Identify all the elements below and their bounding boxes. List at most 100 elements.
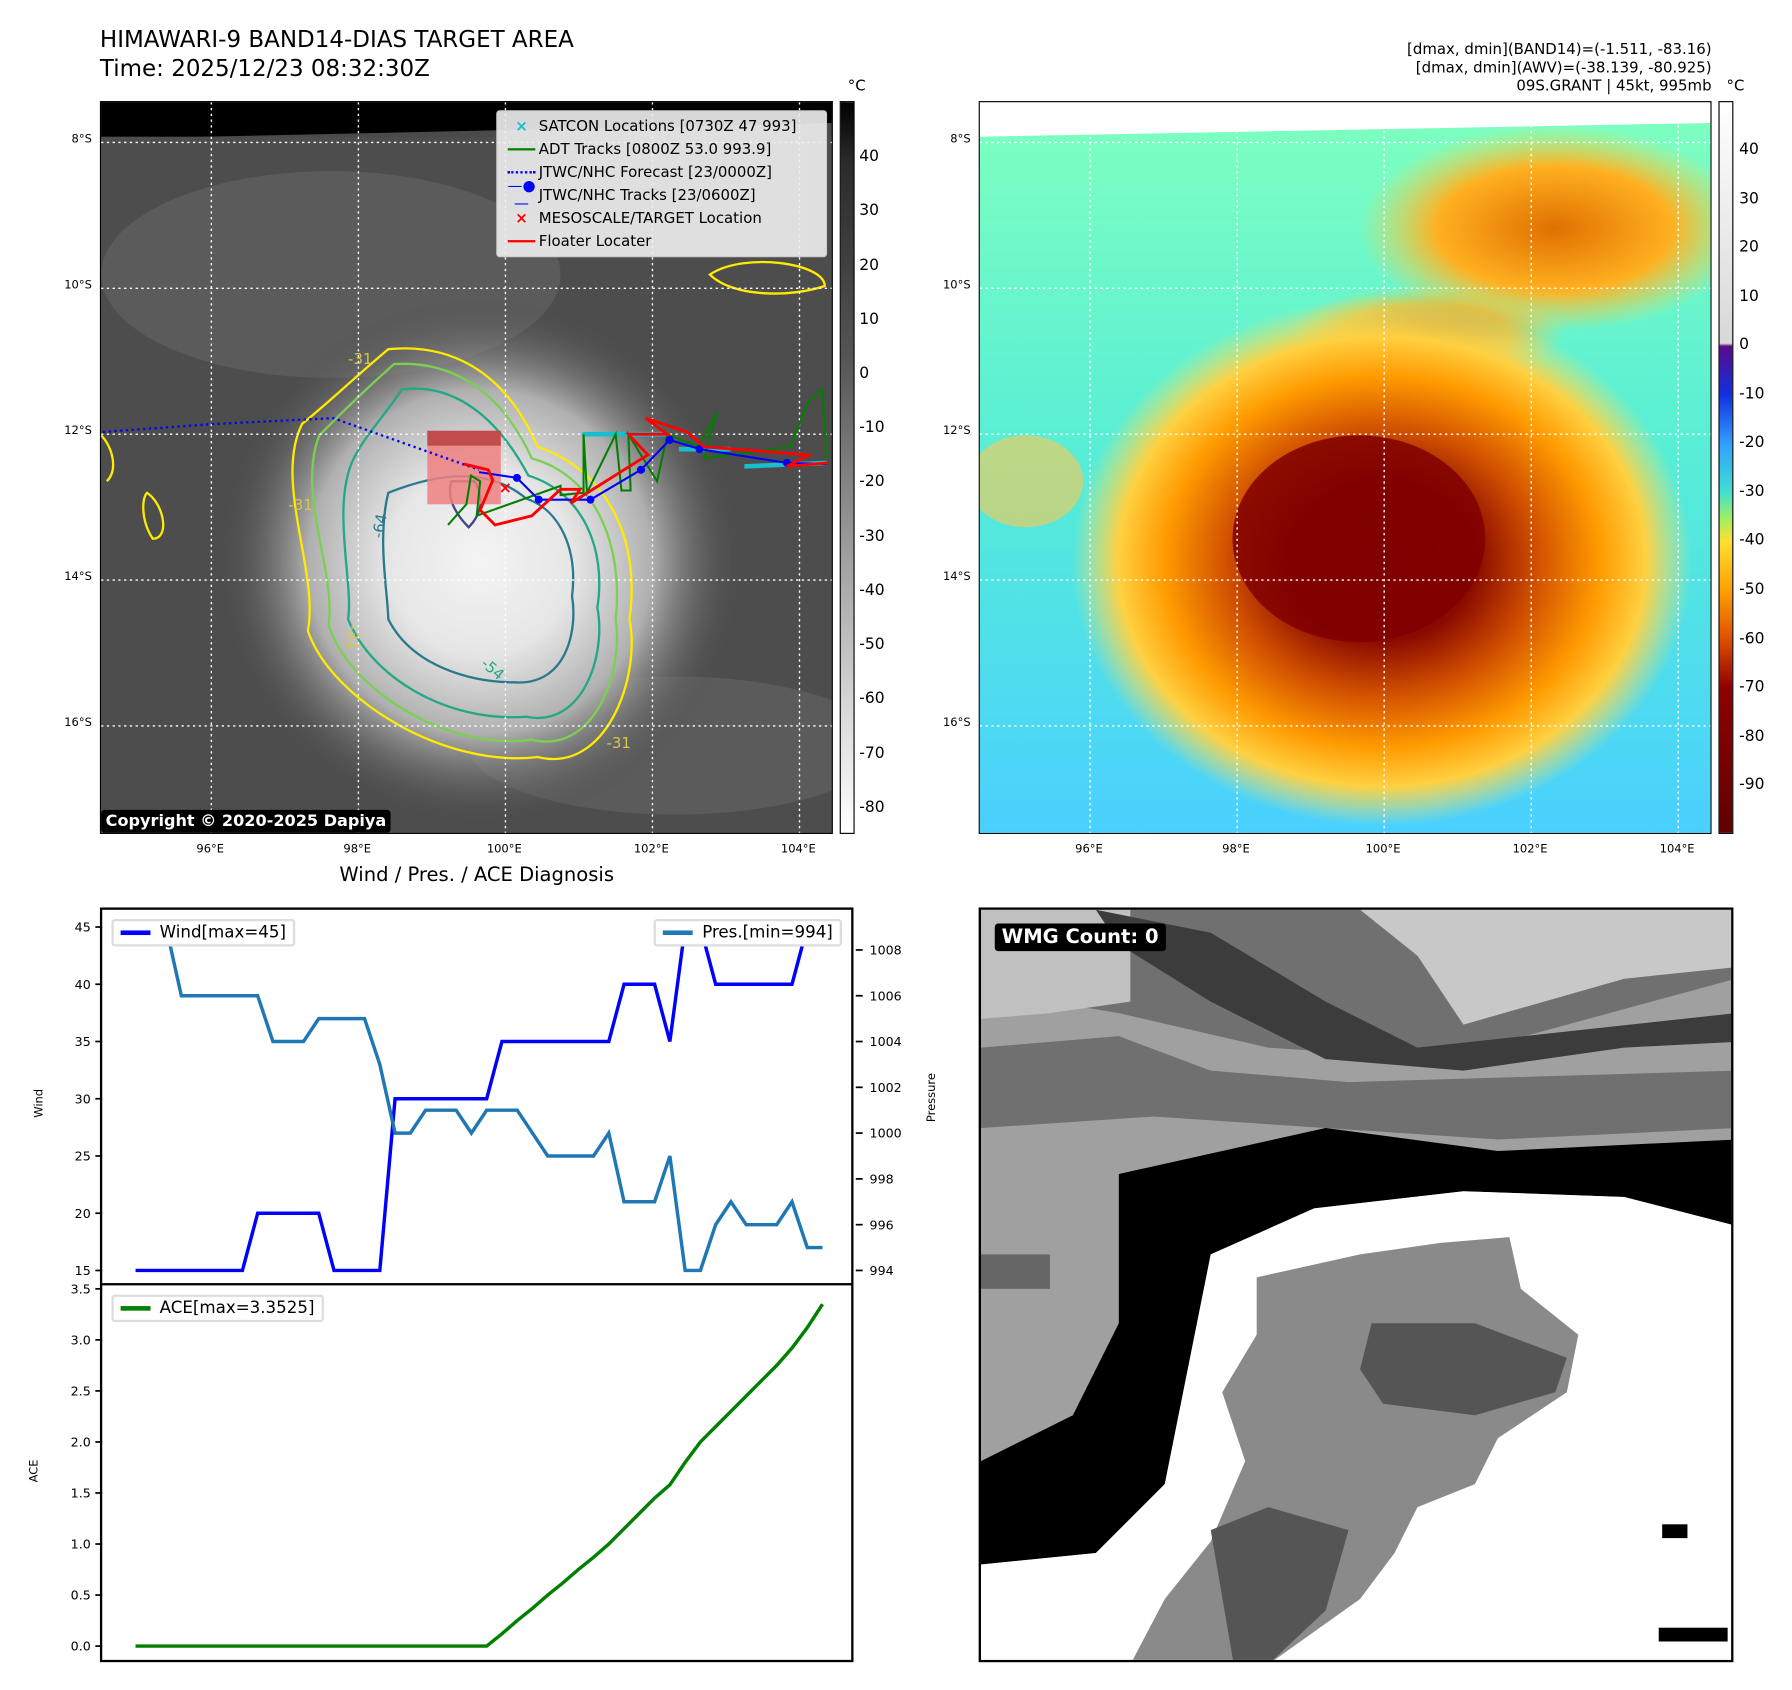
wmg-panel: WMG Count: 0: [978, 907, 1734, 1663]
legend-item-adt: ADT Tracks [0800Z 53.0 993.9]: [504, 138, 819, 161]
y-tick-label: 998: [870, 1171, 894, 1186]
band14-ir-map: -31 -31 -31 -31 -64 -54: [99, 101, 833, 834]
contour-label: -31: [348, 350, 372, 368]
map-legend: × SATCON Locations [0730Z 47 993] ADT Tra…: [496, 110, 828, 258]
y-tick-label: 3.5: [71, 1281, 91, 1296]
colorbar-tick-label: -20: [859, 472, 885, 492]
colorbar-unit: °C: [847, 78, 866, 96]
colorbar-tick-label: -40: [1739, 531, 1765, 550]
colorbar-tick-label: -10: [859, 418, 885, 437]
title-line-2: Time: 2025/12/23 08:32:30Z: [99, 53, 430, 82]
y-tick-label: 1004: [870, 1034, 902, 1049]
legend-item-jtwc-track: —●— JTWC/NHC Tracks [23/0600Z]: [504, 178, 819, 212]
legend-item-forecast: JTWC/NHC Forecast [23/0000Z]: [504, 161, 819, 184]
colorbar-tick-label: 30: [1739, 189, 1759, 208]
contour-labels: -31 -31 -31 -31 -64 -54: [288, 350, 631, 752]
y-tick-label: 1002: [870, 1080, 902, 1095]
x-marker-icon: ×: [515, 209, 528, 227]
info-storm: 09S.GRANT | 45kt, 995mb: [1516, 78, 1712, 96]
line-icon: [504, 141, 538, 158]
contour-label: -31: [607, 734, 631, 752]
storm-info: [dmax, dmin](BAND14)=(-1.511, -83.16) [d…: [1407, 41, 1712, 96]
wind-legend: Wind[max=45]: [111, 918, 296, 947]
wind-pressure-plot: 15 20 25 30 35 40 45 994 996 998 1000 1002 1004 1006 1…: [75, 920, 902, 1278]
colorbar-tick-label: -60: [859, 689, 885, 708]
y-tick-label: 1000: [870, 1126, 902, 1141]
jtwc-forecast-track: [102, 416, 480, 471]
y-tick-label: 25: [75, 1149, 91, 1164]
lon-label: 102°E: [1512, 843, 1548, 856]
colorbar-tick-label: 0: [1739, 335, 1750, 355]
colorbar-tick-label: -30: [1739, 482, 1765, 501]
colorbar-tick-label: -50: [1739, 580, 1765, 599]
line-icon: [504, 233, 538, 250]
ace-plot: 0.0 0.5 1.0 1.5 2.0 2.5 3.0 3.5: [71, 1281, 824, 1654]
ace-legend: ACE[max=3.3525]: [111, 1294, 324, 1323]
lat-label: 8°S: [950, 133, 971, 146]
y-tick-label: 30: [75, 1091, 91, 1106]
ace-axis-label: ACE: [28, 1459, 41, 1483]
colorbar-tick-label: -50: [859, 635, 885, 654]
contour-label: -31: [288, 496, 312, 514]
lon-label: 100°E: [1365, 843, 1401, 856]
wind-axis-label: Wind: [33, 1088, 47, 1118]
floater-locater-track: [463, 416, 828, 527]
lat-label: 10°S: [64, 279, 92, 292]
y-tick-label: 15: [75, 1263, 91, 1278]
lat-label: 16°S: [942, 716, 971, 730]
colorbar-tick-label: -10: [1739, 384, 1765, 403]
info-band14: [dmax, dmin](BAND14)=(-1.511, -83.16): [1407, 41, 1712, 59]
x-marker-icon: ×: [515, 117, 528, 135]
colorbar-tick-label: 20: [1739, 237, 1759, 257]
wmg-count-badge: WMG Count: 0: [994, 923, 1166, 952]
lat-label: 14°S: [942, 570, 971, 584]
legend-line-icon: [120, 1306, 151, 1311]
y-tick-label: 0.0: [71, 1639, 91, 1654]
y-tick-label: 45: [75, 920, 91, 935]
legend-item-target: × MESOSCALE/TARGET Location: [504, 207, 819, 230]
lat-label: 12°S: [942, 425, 971, 438]
lat-label: 14°S: [64, 570, 92, 584]
colorbar-tick-label: -70: [859, 743, 885, 763]
lon-label: 98°E: [1222, 843, 1250, 856]
y-tick-label: 1006: [870, 988, 902, 1003]
ace-axes: 0.0 0.5 1.0 1.5 2.0 2.5 3.0 3.5 ACE[max=3.3525]: [71, 1281, 854, 1663]
gridlines: [979, 102, 1711, 833]
jtwc-track: [478, 435, 828, 504]
colorbar-tick-label: -30: [859, 526, 885, 546]
lat-label: 8°S: [71, 133, 92, 146]
lon-label: 104°E: [1659, 843, 1695, 856]
legend-line-icon: [663, 930, 694, 936]
legend-item-floater: Floater Locater: [504, 230, 819, 253]
awv-imagery: [979, 102, 1711, 833]
awv-enhanced-map: [978, 101, 1712, 834]
y-tick-label: 35: [75, 1034, 91, 1049]
ace-series-line: [135, 1303, 824, 1648]
y-tick-label: 20: [75, 1206, 91, 1221]
colorbar-tick-label: 10: [1739, 286, 1759, 306]
target-location-marker: ×: [499, 478, 512, 497]
colorbar-tick-label: -90: [1739, 775, 1765, 795]
colorbar-tick-label: -40: [859, 581, 885, 600]
colorbar-tick-label: 40: [859, 147, 879, 166]
awv-colorbar: [1718, 101, 1734, 834]
wind-series-line: [135, 925, 823, 1273]
y-tick-label: 0.5: [71, 1588, 91, 1603]
y-tick-label: 996: [870, 1217, 894, 1232]
colorbar-tick-label: -80: [1739, 726, 1765, 746]
lat-label: 16°S: [64, 716, 92, 730]
lon-label: 104°E: [780, 843, 816, 856]
y-tick-label: 1.0: [71, 1537, 91, 1552]
pressure-series-line: [135, 925, 823, 1273]
y-tick-label: 2.0: [71, 1435, 91, 1450]
y-tick-label: 2.5: [71, 1384, 91, 1399]
lat-label: 10°S: [942, 279, 971, 292]
lon-label: 100°E: [486, 843, 522, 856]
y-tick-label: 40: [75, 977, 91, 992]
copyright-badge: Copyright © 2020-2025 Dapiya: [101, 809, 391, 833]
colorbar-unit: °C: [1726, 78, 1745, 96]
colorbar-tick-label: -60: [1739, 629, 1765, 648]
lon-label: 96°E: [1075, 843, 1103, 856]
colorbar-tick-label: -80: [859, 798, 885, 817]
wmg-imagery: [980, 909, 1732, 1660]
